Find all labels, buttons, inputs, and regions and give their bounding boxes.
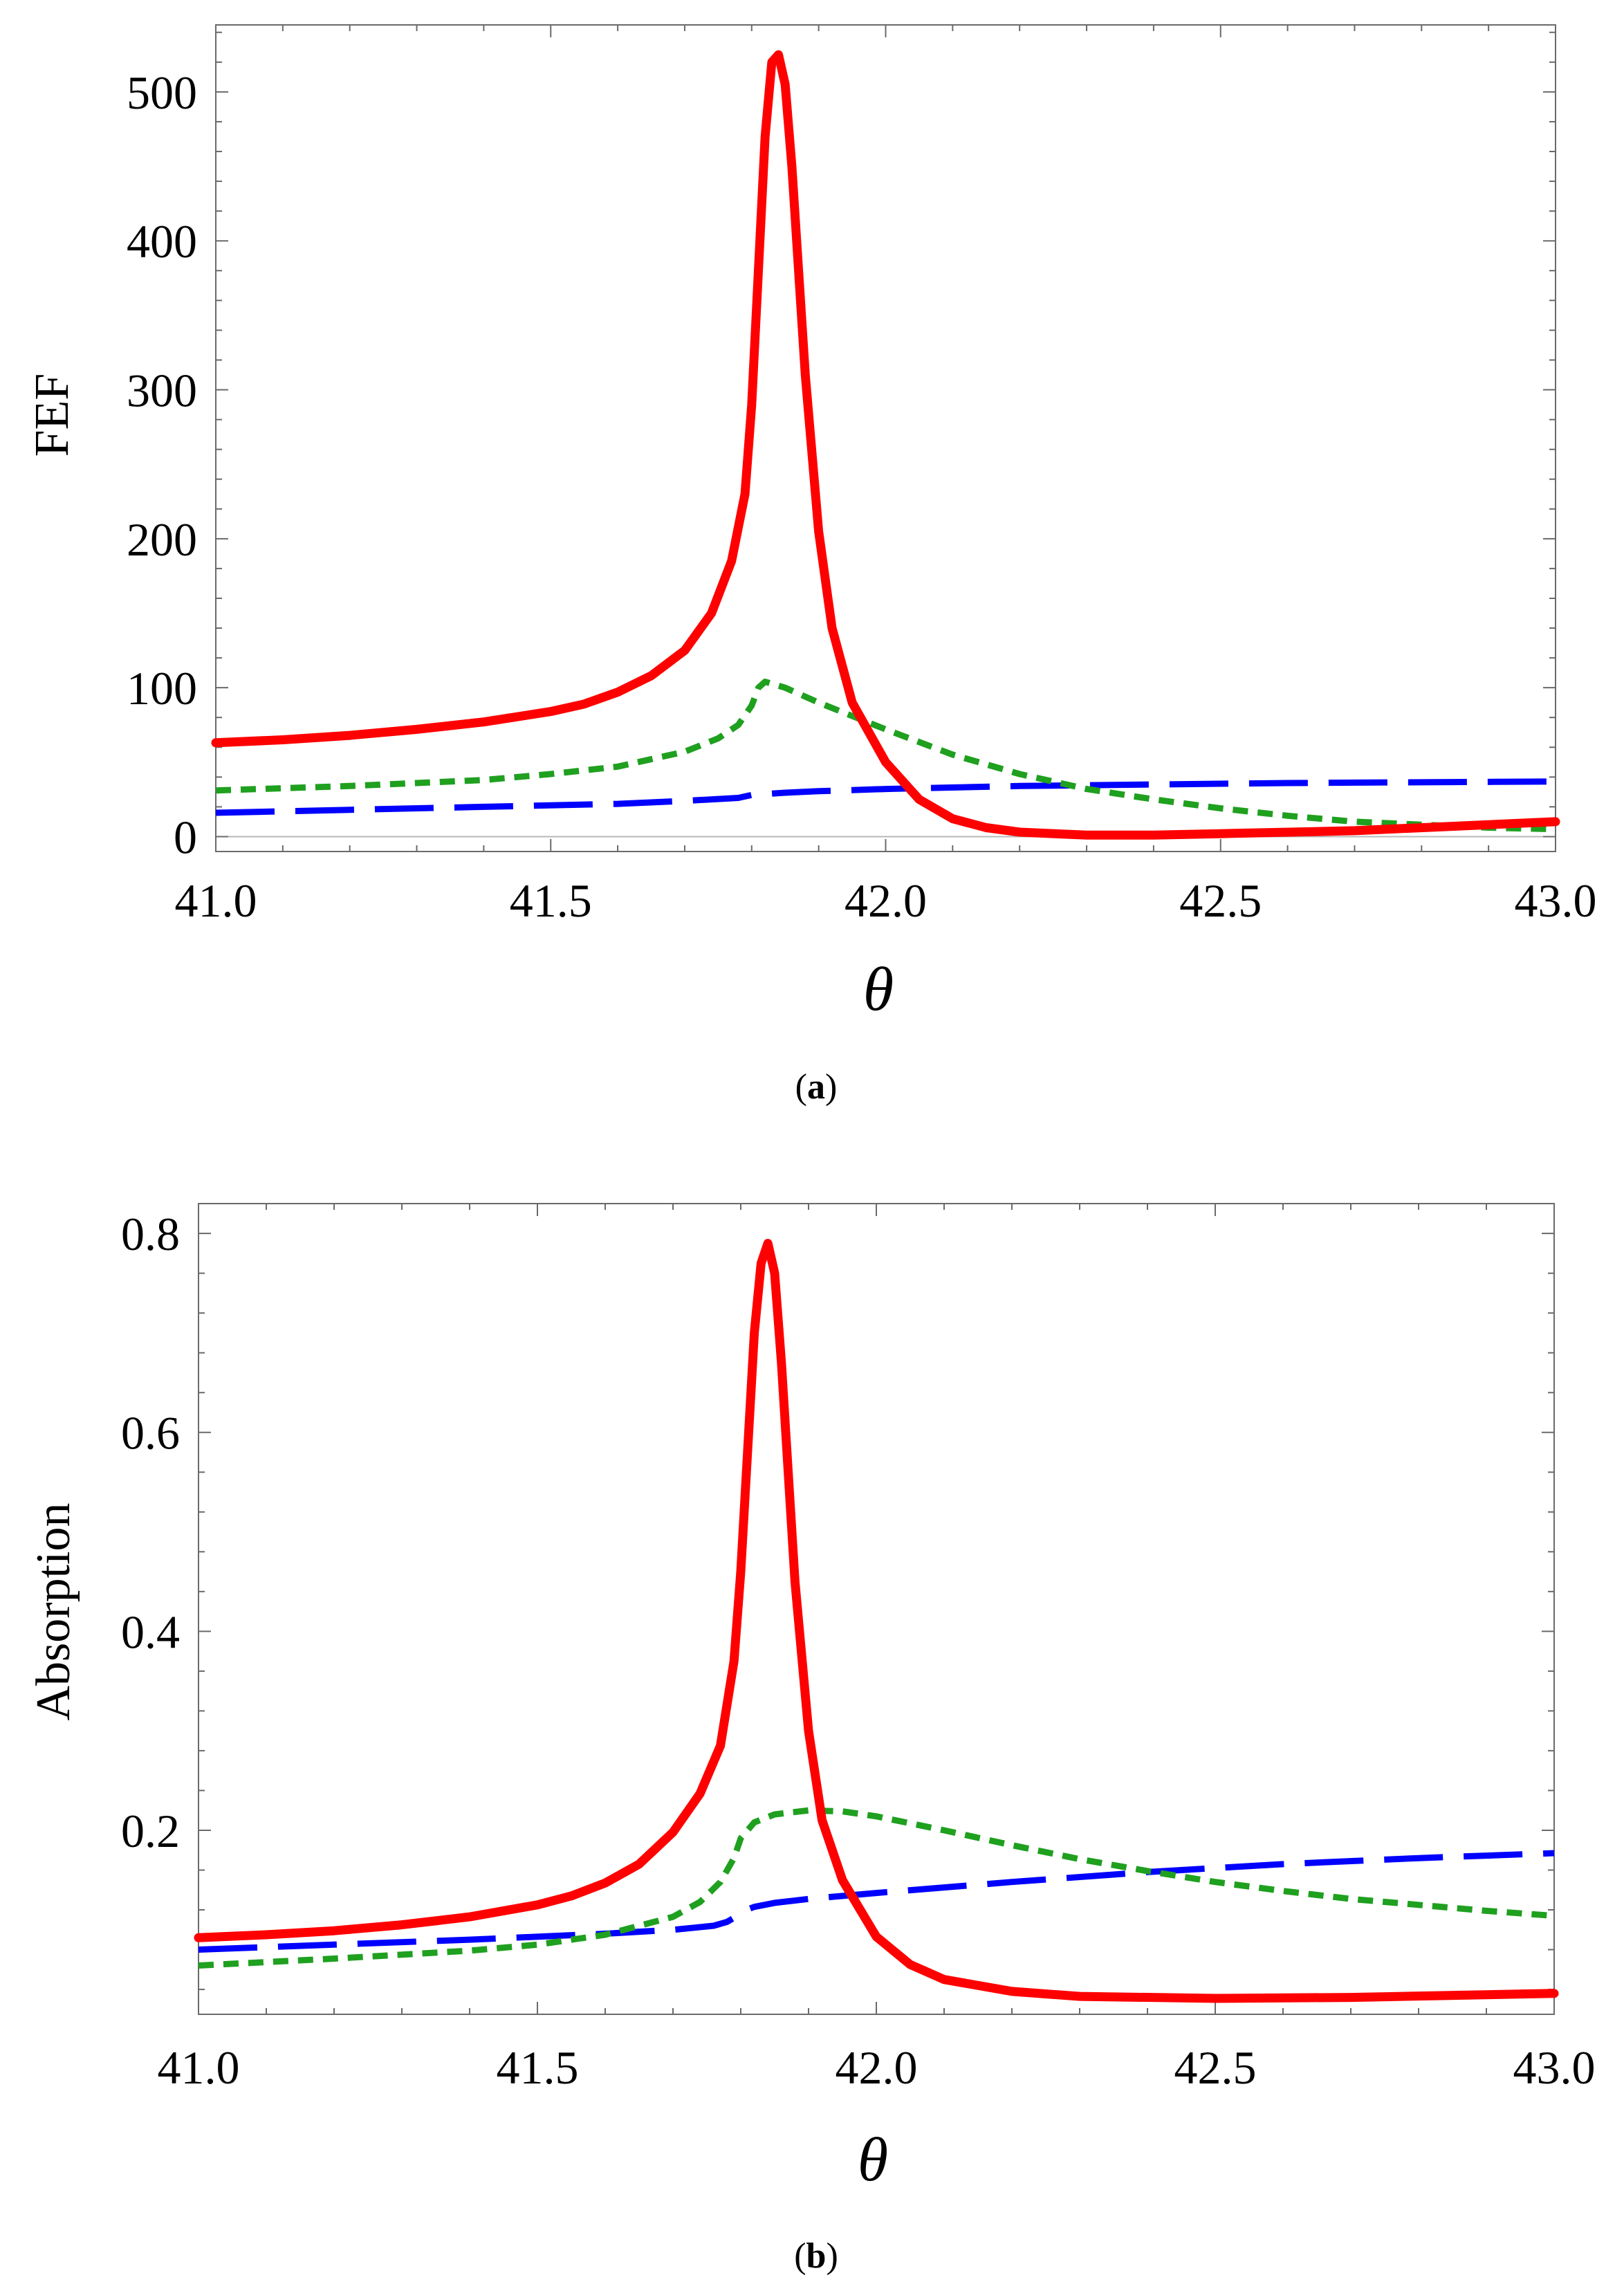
panel-b-x-axis-title: θ	[858, 2126, 888, 2194]
panel-a-series-green-dotted	[215, 679, 1556, 833]
panel-b-x-tick-label: 43.0	[1513, 2041, 1596, 2094]
panel-a-y-tick-label: 0	[174, 811, 197, 863]
panel-a-series-red-solid	[211, 50, 1560, 840]
panel-a-y-tick-label: 500	[127, 66, 197, 119]
panel-a-y-axis-title: FEF	[26, 374, 79, 457]
panel-a-x-tick-label: 42.0	[845, 874, 927, 927]
panel-b-series-red-solid	[194, 1239, 1559, 2003]
panel-b-series-blue-dashed	[198, 1850, 1555, 1953]
panel-a-x-tick-label: 41.0	[175, 874, 257, 927]
panel-b-caption: (b)	[794, 2236, 838, 2276]
panel-a-y-tick-label: 200	[127, 513, 197, 566]
panel-a-chart: 41.0 41.5 42.0 42.5 43.0 0 100 200 300 400 500 FE…	[26, 24, 1597, 1107]
panel-b-x-tick-label: 41.0	[158, 2041, 240, 2094]
panel-b-y-tick-label: 0.4	[121, 1605, 180, 1658]
panel-a-caption-letter: a	[807, 1067, 825, 1107]
panel-b-y-axis-title: Absorption	[27, 1503, 80, 1721]
panel-a-x-tick-label: 43.0	[1515, 874, 1597, 927]
panel-a-x-tick-label: 41.5	[510, 874, 592, 927]
panel-a-caption-close: )	[825, 1067, 837, 1107]
panel-a-caption: (a)	[795, 1067, 838, 1107]
panel-b-chart: 41.0 41.5 42.0 42.5 43.0 0.2 0.4 0.6 0.8 Absorp…	[27, 1203, 1596, 2276]
panel-a-y-tick-label: 100	[127, 662, 197, 715]
panel-b-caption-open: (	[794, 2236, 806, 2276]
panel-b-x-tick-label: 42.5	[1174, 2041, 1257, 2094]
panel-b-y-tick-label: 0.8	[121, 1208, 180, 1260]
panel-a-series-blue-dashed	[215, 778, 1556, 816]
panel-a-x-axis-title: θ	[863, 955, 894, 1024]
panel-b-x-tick-label: 42.0	[836, 2041, 918, 2094]
panel-b-y-tick-label: 0.2	[121, 1805, 180, 1857]
panel-b-series-green-dotted	[198, 1807, 1555, 1969]
panel-b-x-tick-label: 41.5	[497, 2041, 579, 2094]
panel-a-caption-open: (	[795, 1067, 807, 1107]
panel-a-x-tick-label: 42.5	[1179, 874, 1262, 927]
panel-b-caption-close: )	[826, 2236, 838, 2276]
panel-a-y-tick-label: 300	[127, 365, 197, 417]
panel-b-caption-letter: b	[806, 2236, 827, 2276]
panel-b-y-tick-label: 0.6	[121, 1407, 180, 1460]
panel-a-y-tick-label: 400	[127, 215, 197, 268]
